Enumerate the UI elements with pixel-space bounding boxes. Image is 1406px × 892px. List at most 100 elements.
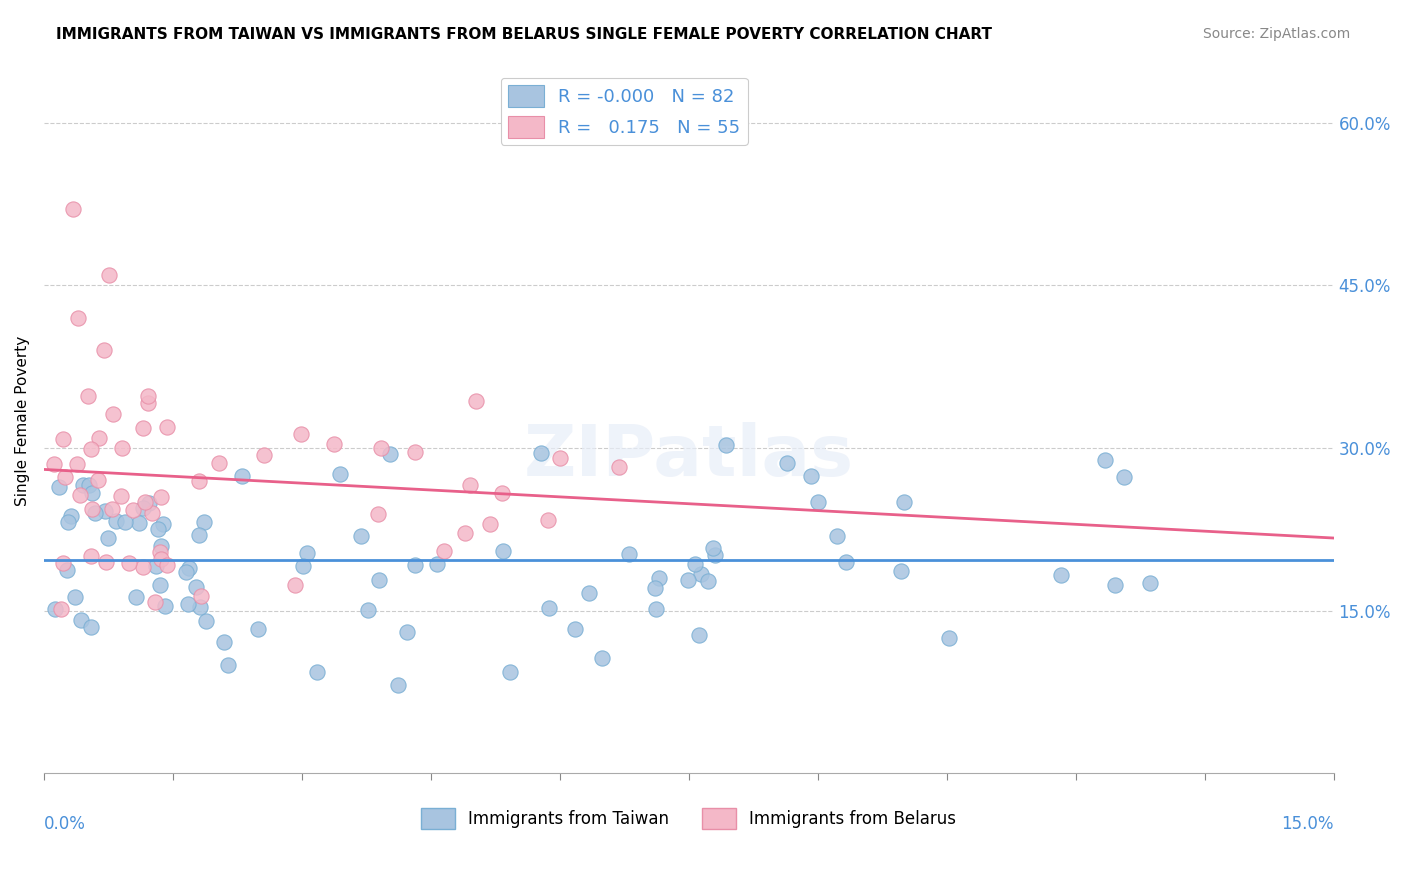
Point	[676, 573, 699, 587]
Point	[143, 595, 166, 609]
Point	[94, 504, 117, 518]
Point	[703, 548, 725, 562]
Point	[537, 600, 560, 615]
Point	[607, 460, 630, 475]
Point	[835, 555, 858, 569]
Point	[89, 431, 111, 445]
Point	[284, 577, 307, 591]
Point	[357, 603, 380, 617]
Point	[156, 419, 179, 434]
Point	[96, 556, 118, 570]
Point	[79, 620, 101, 634]
Point	[80, 442, 103, 456]
Point	[644, 581, 666, 595]
Point	[80, 502, 103, 516]
Text: IMMIGRANTS FROM TAIWAN VS IMMIGRANTS FROM BELARUS SINGLE FEMALE POVERTY CORRELAT: IMMIGRANTS FROM TAIWAN VS IMMIGRANTS FRO…	[56, 27, 993, 42]
Point	[246, 622, 269, 636]
Point	[138, 496, 160, 510]
Point	[44, 601, 66, 615]
Point	[60, 509, 83, 524]
Point	[697, 574, 720, 588]
Y-axis label: Single Female Poverty: Single Female Poverty	[15, 335, 30, 506]
Text: Source: ZipAtlas.com: Source: ZipAtlas.com	[1202, 27, 1350, 41]
Point	[564, 623, 586, 637]
Point	[292, 558, 315, 573]
Point	[404, 558, 426, 573]
Point	[776, 456, 799, 470]
Point	[367, 507, 389, 521]
Point	[1104, 577, 1126, 591]
Legend: R = -0.000   N = 82, R =   0.175   N = 55: R = -0.000 N = 82, R = 0.175 N = 55	[501, 78, 748, 145]
Point	[83, 506, 105, 520]
Point	[52, 556, 75, 570]
Point	[492, 544, 515, 558]
Point	[128, 516, 150, 530]
Point	[67, 310, 90, 325]
Point	[800, 469, 823, 483]
Point	[370, 441, 392, 455]
Point	[1139, 576, 1161, 591]
Point	[149, 544, 172, 558]
Point	[454, 525, 477, 540]
Point	[825, 528, 848, 542]
Point	[188, 475, 211, 489]
Point	[893, 495, 915, 509]
Point	[328, 467, 350, 481]
Point	[62, 202, 84, 217]
Point	[86, 474, 108, 488]
Point	[1050, 568, 1073, 582]
Point	[53, 469, 76, 483]
Point	[72, 478, 94, 492]
Point	[404, 445, 426, 459]
Point	[645, 602, 668, 616]
Point	[145, 558, 167, 573]
Point	[184, 580, 207, 594]
Point	[188, 528, 211, 542]
Point	[458, 477, 481, 491]
Point	[56, 563, 79, 577]
Point	[350, 529, 373, 543]
Point	[1112, 470, 1135, 484]
Point	[297, 546, 319, 560]
Point	[132, 501, 155, 516]
Point	[117, 556, 139, 570]
Point	[110, 441, 132, 455]
Point	[807, 495, 830, 509]
Point	[52, 432, 75, 446]
Point	[1094, 452, 1116, 467]
Point	[146, 522, 169, 536]
Point	[63, 590, 86, 604]
Point	[499, 665, 522, 680]
Point	[530, 446, 553, 460]
Point	[150, 552, 173, 566]
Point	[136, 396, 159, 410]
Point	[591, 650, 613, 665]
Point	[194, 614, 217, 628]
Point	[387, 678, 409, 692]
Point	[648, 571, 671, 585]
Point	[253, 448, 276, 462]
Text: 15.0%: 15.0%	[1281, 815, 1334, 833]
Text: ZIPatlas: ZIPatlas	[523, 422, 853, 491]
Point	[149, 539, 172, 553]
Point	[66, 457, 89, 471]
Point	[368, 573, 391, 587]
Point	[578, 586, 600, 600]
Point	[426, 557, 449, 571]
Point	[212, 635, 235, 649]
Point	[132, 421, 155, 435]
Point	[76, 389, 98, 403]
Point	[149, 578, 172, 592]
Point	[70, 613, 93, 627]
Point	[177, 561, 200, 575]
Point	[48, 480, 70, 494]
Point	[141, 507, 163, 521]
Point	[688, 628, 710, 642]
Point	[716, 437, 738, 451]
Point	[938, 631, 960, 645]
Point	[134, 495, 156, 509]
Point	[79, 478, 101, 492]
Point	[152, 516, 174, 531]
Point	[97, 531, 120, 545]
Point	[217, 658, 239, 673]
